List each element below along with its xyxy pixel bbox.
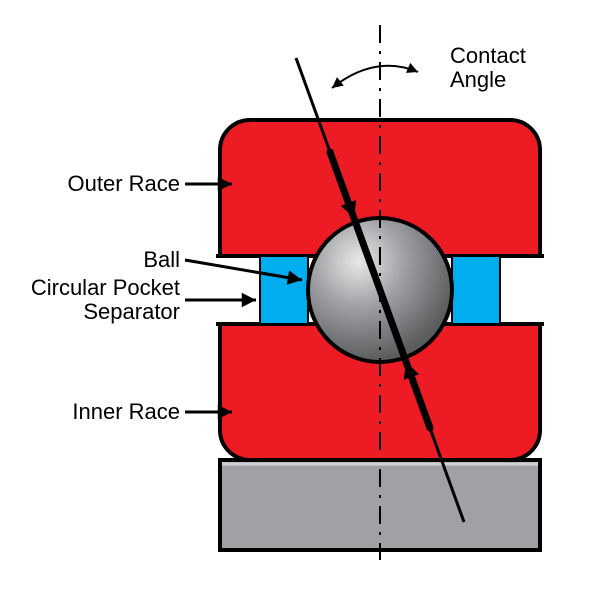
inner-race-label: Inner Race xyxy=(0,400,180,424)
outer-race-text: Outer Race xyxy=(68,171,181,196)
contact-angle-label: Contact Angle xyxy=(450,44,526,92)
ball-label: Ball xyxy=(0,248,180,272)
separator-text-2: Separator xyxy=(83,299,180,324)
contact-angle-text-2: Angle xyxy=(450,67,506,92)
separator-text-1: Circular Pocket xyxy=(31,275,180,300)
outer-race-label: Outer Race xyxy=(0,172,180,196)
inner-race-text: Inner Race xyxy=(72,399,180,424)
contact-angle-text-1: Contact xyxy=(450,43,526,68)
separator-label: Circular Pocket Separator xyxy=(0,276,180,324)
ball-text: Ball xyxy=(143,247,180,272)
